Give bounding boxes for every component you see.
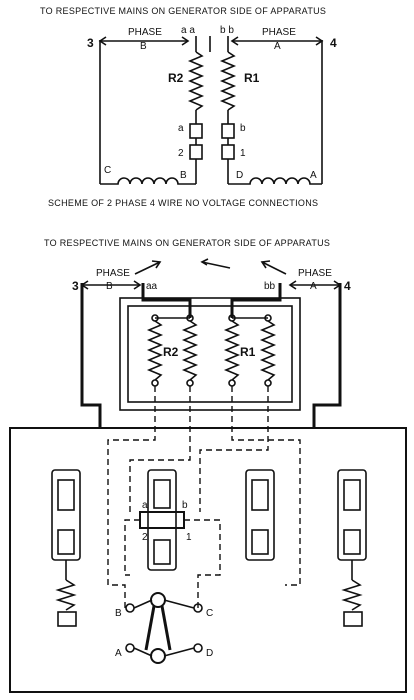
bottom-main-3: 3 bbox=[72, 279, 79, 293]
top-contact-2 bbox=[189, 144, 203, 160]
rotary-switch bbox=[125, 592, 203, 664]
top-phase-a-letter: A bbox=[274, 41, 281, 52]
wire-aa bbox=[141, 283, 192, 318]
bottom-contact-a-label: a bbox=[142, 500, 148, 511]
bottom-heading: TO RESPECTIVE MAINS ON GENERATOR SIDE OF… bbox=[44, 238, 330, 248]
top-coil-d-label: D bbox=[236, 170, 243, 181]
bottom-phase-a-letter: A bbox=[310, 281, 317, 292]
top-contact-2-label: 2 bbox=[178, 148, 184, 159]
bottom-term-aa: aa bbox=[146, 281, 158, 292]
bottom-phase-b-letter: B bbox=[106, 281, 113, 292]
resistor-box-outer bbox=[119, 297, 301, 411]
switch-a-label: A bbox=[115, 648, 122, 659]
top-contact-a bbox=[189, 123, 203, 139]
top-coil-c-label: C bbox=[104, 165, 111, 176]
wire-main-3 bbox=[80, 283, 102, 428]
top-coil-left bbox=[100, 177, 196, 185]
switch-c-label: C bbox=[206, 608, 213, 619]
bottom-contact-b-label: b bbox=[182, 500, 188, 511]
resistor-box-inner bbox=[127, 305, 293, 403]
bottom-main-4: 4 bbox=[344, 279, 351, 293]
top-contact-a-label: a bbox=[178, 123, 184, 134]
bottom-contact-2-label: 2 bbox=[142, 532, 148, 543]
bottom-phase-b-label: PHASE bbox=[96, 268, 130, 279]
top-scheme: TO RESPECTIVE MAINS ON GENERATOR SIDE OF… bbox=[40, 6, 337, 208]
top-heading: TO RESPECTIVE MAINS ON GENERATOR SIDE OF… bbox=[40, 6, 326, 16]
top-caption: SCHEME OF 2 PHASE 4 WIRE NO VOLTAGE CONN… bbox=[48, 198, 318, 208]
top-term-aa: a a bbox=[181, 25, 195, 36]
top-coil-a-label: A bbox=[310, 170, 317, 181]
dashed-wire-4 bbox=[199, 386, 269, 512]
bottom-scheme: TO RESPECTIVE MAINS ON GENERATOR SIDE OF… bbox=[9, 238, 407, 693]
resistor-r2-pair bbox=[146, 314, 199, 387]
top-contact-1-label: 1 bbox=[240, 148, 246, 159]
switch-center bbox=[139, 469, 185, 571]
dashed-wire-5 bbox=[184, 519, 221, 608]
switch-outer-right bbox=[337, 469, 367, 627]
top-main-4: 4 bbox=[330, 36, 337, 50]
bottom-r2-label: R2 bbox=[163, 345, 179, 359]
resistor-r1-pair bbox=[223, 314, 277, 387]
dashed-wire-6 bbox=[124, 519, 140, 576]
top-phase-b-label: PHASE bbox=[128, 27, 162, 38]
top-main-3: 3 bbox=[87, 36, 94, 50]
top-coil-b-label: B bbox=[180, 170, 187, 181]
top-resistor-r2 bbox=[187, 51, 205, 111]
top-phase-b-letter: B bbox=[140, 41, 147, 52]
top-coil-right bbox=[228, 177, 322, 185]
top-r2-label: R2 bbox=[168, 71, 184, 85]
wire-main-4 bbox=[312, 283, 342, 428]
dashed-wire-2 bbox=[129, 386, 191, 512]
top-contact-b bbox=[221, 123, 235, 139]
top-contact-b-label: b bbox=[240, 123, 246, 134]
bottom-r1-label: R1 bbox=[240, 345, 256, 359]
bottom-term-bb: bb bbox=[264, 281, 276, 292]
switch-d-label: D bbox=[206, 648, 213, 659]
top-r1-label: R1 bbox=[244, 71, 260, 85]
switch-inner-right bbox=[245, 469, 275, 561]
bottom-phase-a-label: PHASE bbox=[298, 268, 332, 279]
top-resistor-r1 bbox=[219, 51, 237, 111]
top-phase-a-label: PHASE bbox=[262, 27, 296, 38]
top-contact-1 bbox=[221, 144, 235, 160]
bottom-contact-1-label: 1 bbox=[186, 532, 192, 543]
top-term-bb: b b bbox=[220, 25, 234, 36]
wire-bb bbox=[230, 283, 282, 318]
dashed-wire-3 bbox=[231, 386, 301, 586]
switch-outer-left bbox=[51, 469, 81, 627]
switch-b-label: B bbox=[115, 608, 122, 619]
switch-panel bbox=[9, 427, 407, 693]
dashed-wire-1 bbox=[107, 386, 156, 608]
